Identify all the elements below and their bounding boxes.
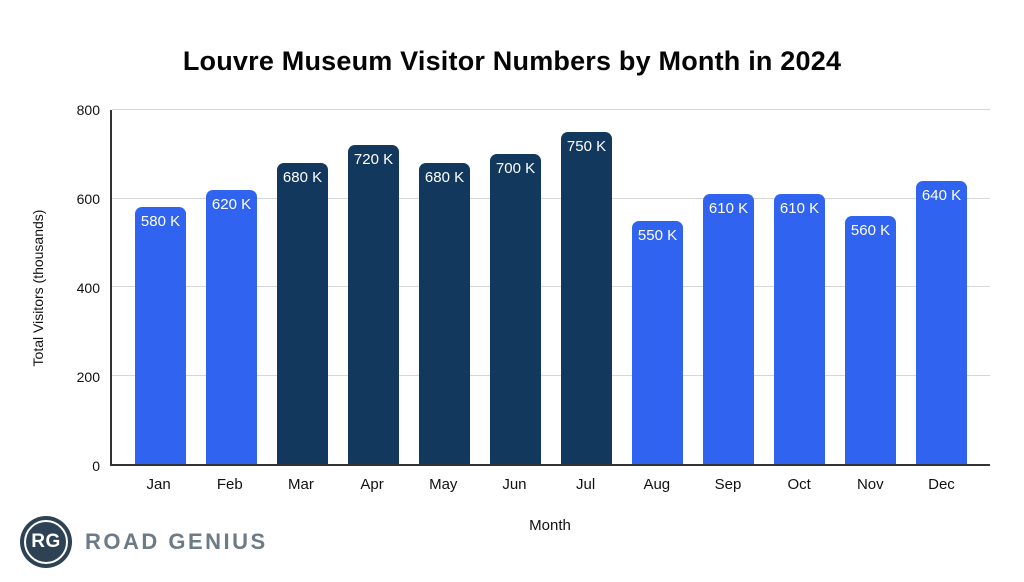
x-tick-label-jan: Jan — [146, 476, 171, 493]
y-axis-tick-labels: 0 200 400 600 800 — [0, 102, 100, 474]
bar-value-label-mar: 680 K — [282, 169, 323, 187]
road-genius-logo: RG ROAD GENIUS — [20, 516, 268, 568]
bar-slot-may: 680 K — [409, 110, 480, 464]
x-tick-label-jul: Jul — [576, 476, 596, 493]
rg-monogram-text: RG — [24, 520, 68, 564]
bar-jun: 700 K — [490, 154, 541, 464]
x-tick-label-aug: Aug — [643, 476, 671, 493]
y-tick-label-600: 600 — [76, 191, 100, 207]
plot-area: 580 K 620 K 680 K 720 K 680 K 700 K 750 K 550 K… — [110, 109, 990, 466]
x-tick-label-dec: Dec — [928, 476, 955, 493]
x-tick-label-apr: Apr — [360, 476, 384, 493]
bar-value-label-aug: 550 K — [637, 226, 678, 244]
bar-slot-aug: 550 K — [622, 110, 693, 464]
gridline-800 — [112, 109, 990, 110]
x-tick-label-sep: Sep — [714, 476, 742, 493]
bar-slot-oct: 610 K — [764, 110, 835, 464]
y-tick-label-0: 0 — [92, 458, 100, 474]
bar-slot-jun: 700 K — [480, 110, 551, 464]
bar-feb: 620 K — [206, 189, 257, 464]
bar-sep: 610 K — [703, 194, 754, 464]
bar-value-label-apr: 720 K — [353, 151, 394, 169]
bar-slot-apr: 720 K — [338, 110, 409, 464]
bar-apr: 720 K — [348, 145, 399, 464]
bar-dec: 640 K — [916, 180, 967, 464]
x-tick-label-feb: Feb — [216, 476, 243, 493]
logo-wordmark: ROAD GENIUS — [85, 529, 268, 554]
x-tick-label-may: May — [429, 476, 458, 493]
bar-value-label-sep: 610 K — [708, 200, 749, 218]
bar-nov: 560 K — [845, 216, 896, 464]
bar-jul: 750 K — [561, 132, 612, 464]
gridline-600 — [112, 197, 990, 199]
bar-slot-sep: 610 K — [693, 110, 764, 464]
bar-mar: 680 K — [277, 163, 328, 464]
chart-title: Louvre Museum Visitor Numbers by Month i… — [182, 46, 842, 76]
bars-row: 580 K 620 K 680 K 720 K 680 K 700 K 750 K 550 K… — [112, 110, 990, 464]
bar-value-label-nov: 560 K — [850, 222, 891, 240]
bar-value-label-jun: 700 K — [495, 160, 536, 178]
bar-slot-jan: 580 K — [125, 110, 196, 464]
x-tick-label-jun: Jun — [502, 476, 527, 493]
x-tick-label-nov: Nov — [856, 476, 884, 493]
bar-value-label-dec: 640 K — [921, 186, 962, 204]
bar-oct: 610 K — [774, 194, 825, 464]
gridline-400 — [112, 286, 990, 287]
x-tick-label-mar: Mar — [288, 476, 314, 493]
y-tick-label-800: 800 — [76, 102, 100, 118]
y-tick-label-400: 400 — [76, 280, 100, 296]
bar-slot-dec: 640 K — [906, 110, 977, 464]
x-tick-label-oct: Oct — [787, 476, 811, 493]
bar-jan: 580 K — [135, 207, 186, 464]
bar-slot-feb: 620 K — [196, 110, 267, 464]
gridline-200 — [112, 374, 990, 376]
bar-may: 680 K — [419, 163, 470, 464]
bar-aug: 550 K — [632, 220, 683, 464]
bar-value-label-may: 680 K — [424, 169, 465, 187]
x-axis-tick-labels: Jan Feb Mar Apr May Jun Jul Aug Sep Oct Nov Dec — [110, 476, 990, 493]
bar-value-label-oct: 610 K — [779, 200, 820, 218]
rg-monogram-icon: RG — [20, 516, 72, 568]
bar-value-label-jan: 580 K — [140, 213, 181, 231]
x-axis-title: Month — [529, 517, 571, 534]
bar-slot-jul: 750 K — [551, 110, 622, 464]
bar-value-label-feb: 620 K — [211, 195, 252, 213]
bar-slot-mar: 680 K — [267, 110, 338, 464]
bar-slot-nov: 560 K — [835, 110, 906, 464]
bar-value-label-jul: 750 K — [566, 138, 607, 156]
y-tick-label-200: 200 — [76, 369, 100, 385]
